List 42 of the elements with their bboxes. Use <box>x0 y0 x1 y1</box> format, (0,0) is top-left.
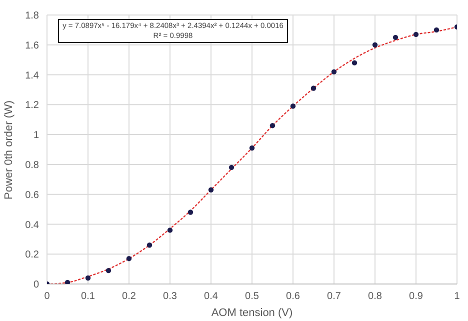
x-tick-label: 0 <box>44 291 50 302</box>
point <box>372 42 378 48</box>
point <box>228 164 234 170</box>
point <box>188 210 194 215</box>
point <box>434 27 440 33</box>
x-tick-label: 0.1 <box>81 291 96 302</box>
y-axis-title: Power 0th order (W) <box>2 100 15 200</box>
point <box>249 145 255 151</box>
y-tick-label: 0 <box>33 280 40 291</box>
x-tick-label: 1 <box>454 291 460 302</box>
point <box>290 104 296 109</box>
point <box>310 86 316 91</box>
y-tick-label: 0.8 <box>25 160 40 171</box>
point <box>167 228 173 233</box>
y-tick-label: 1.2 <box>25 100 40 112</box>
x-tick-label: 0.6 <box>286 291 300 302</box>
point <box>106 268 112 274</box>
y-tick-label: 0.2 <box>25 250 40 261</box>
x-tick-label: 0.5 <box>245 291 260 302</box>
y-tick-label: 1.4 <box>25 70 40 82</box>
x-tick-label: 0.7 <box>327 291 342 302</box>
point <box>64 280 70 284</box>
point <box>85 275 91 281</box>
point <box>270 122 276 128</box>
y-tick-label: 1 <box>33 130 40 142</box>
y-tick-label: 1.8 <box>25 10 40 22</box>
y-tick-label: 0.6 <box>25 190 40 201</box>
y-tick-label: 0.4 <box>25 220 40 231</box>
point <box>126 256 132 262</box>
point <box>208 187 214 192</box>
point <box>331 69 337 74</box>
point <box>413 32 419 38</box>
point <box>352 60 358 66</box>
x-tick-label: 0.8 <box>368 291 382 302</box>
y-tick-label: 1.6 <box>25 40 40 52</box>
x-tick-label: 0.3 <box>163 291 178 302</box>
x-tick-label: 0.2 <box>122 291 136 302</box>
x-tick-label: 0.9 <box>409 291 424 302</box>
x-tick-label: 0.4 <box>204 291 218 302</box>
x-axis-title: AOM tension (V) <box>211 307 293 319</box>
point <box>146 242 152 248</box>
point <box>392 34 398 40</box>
